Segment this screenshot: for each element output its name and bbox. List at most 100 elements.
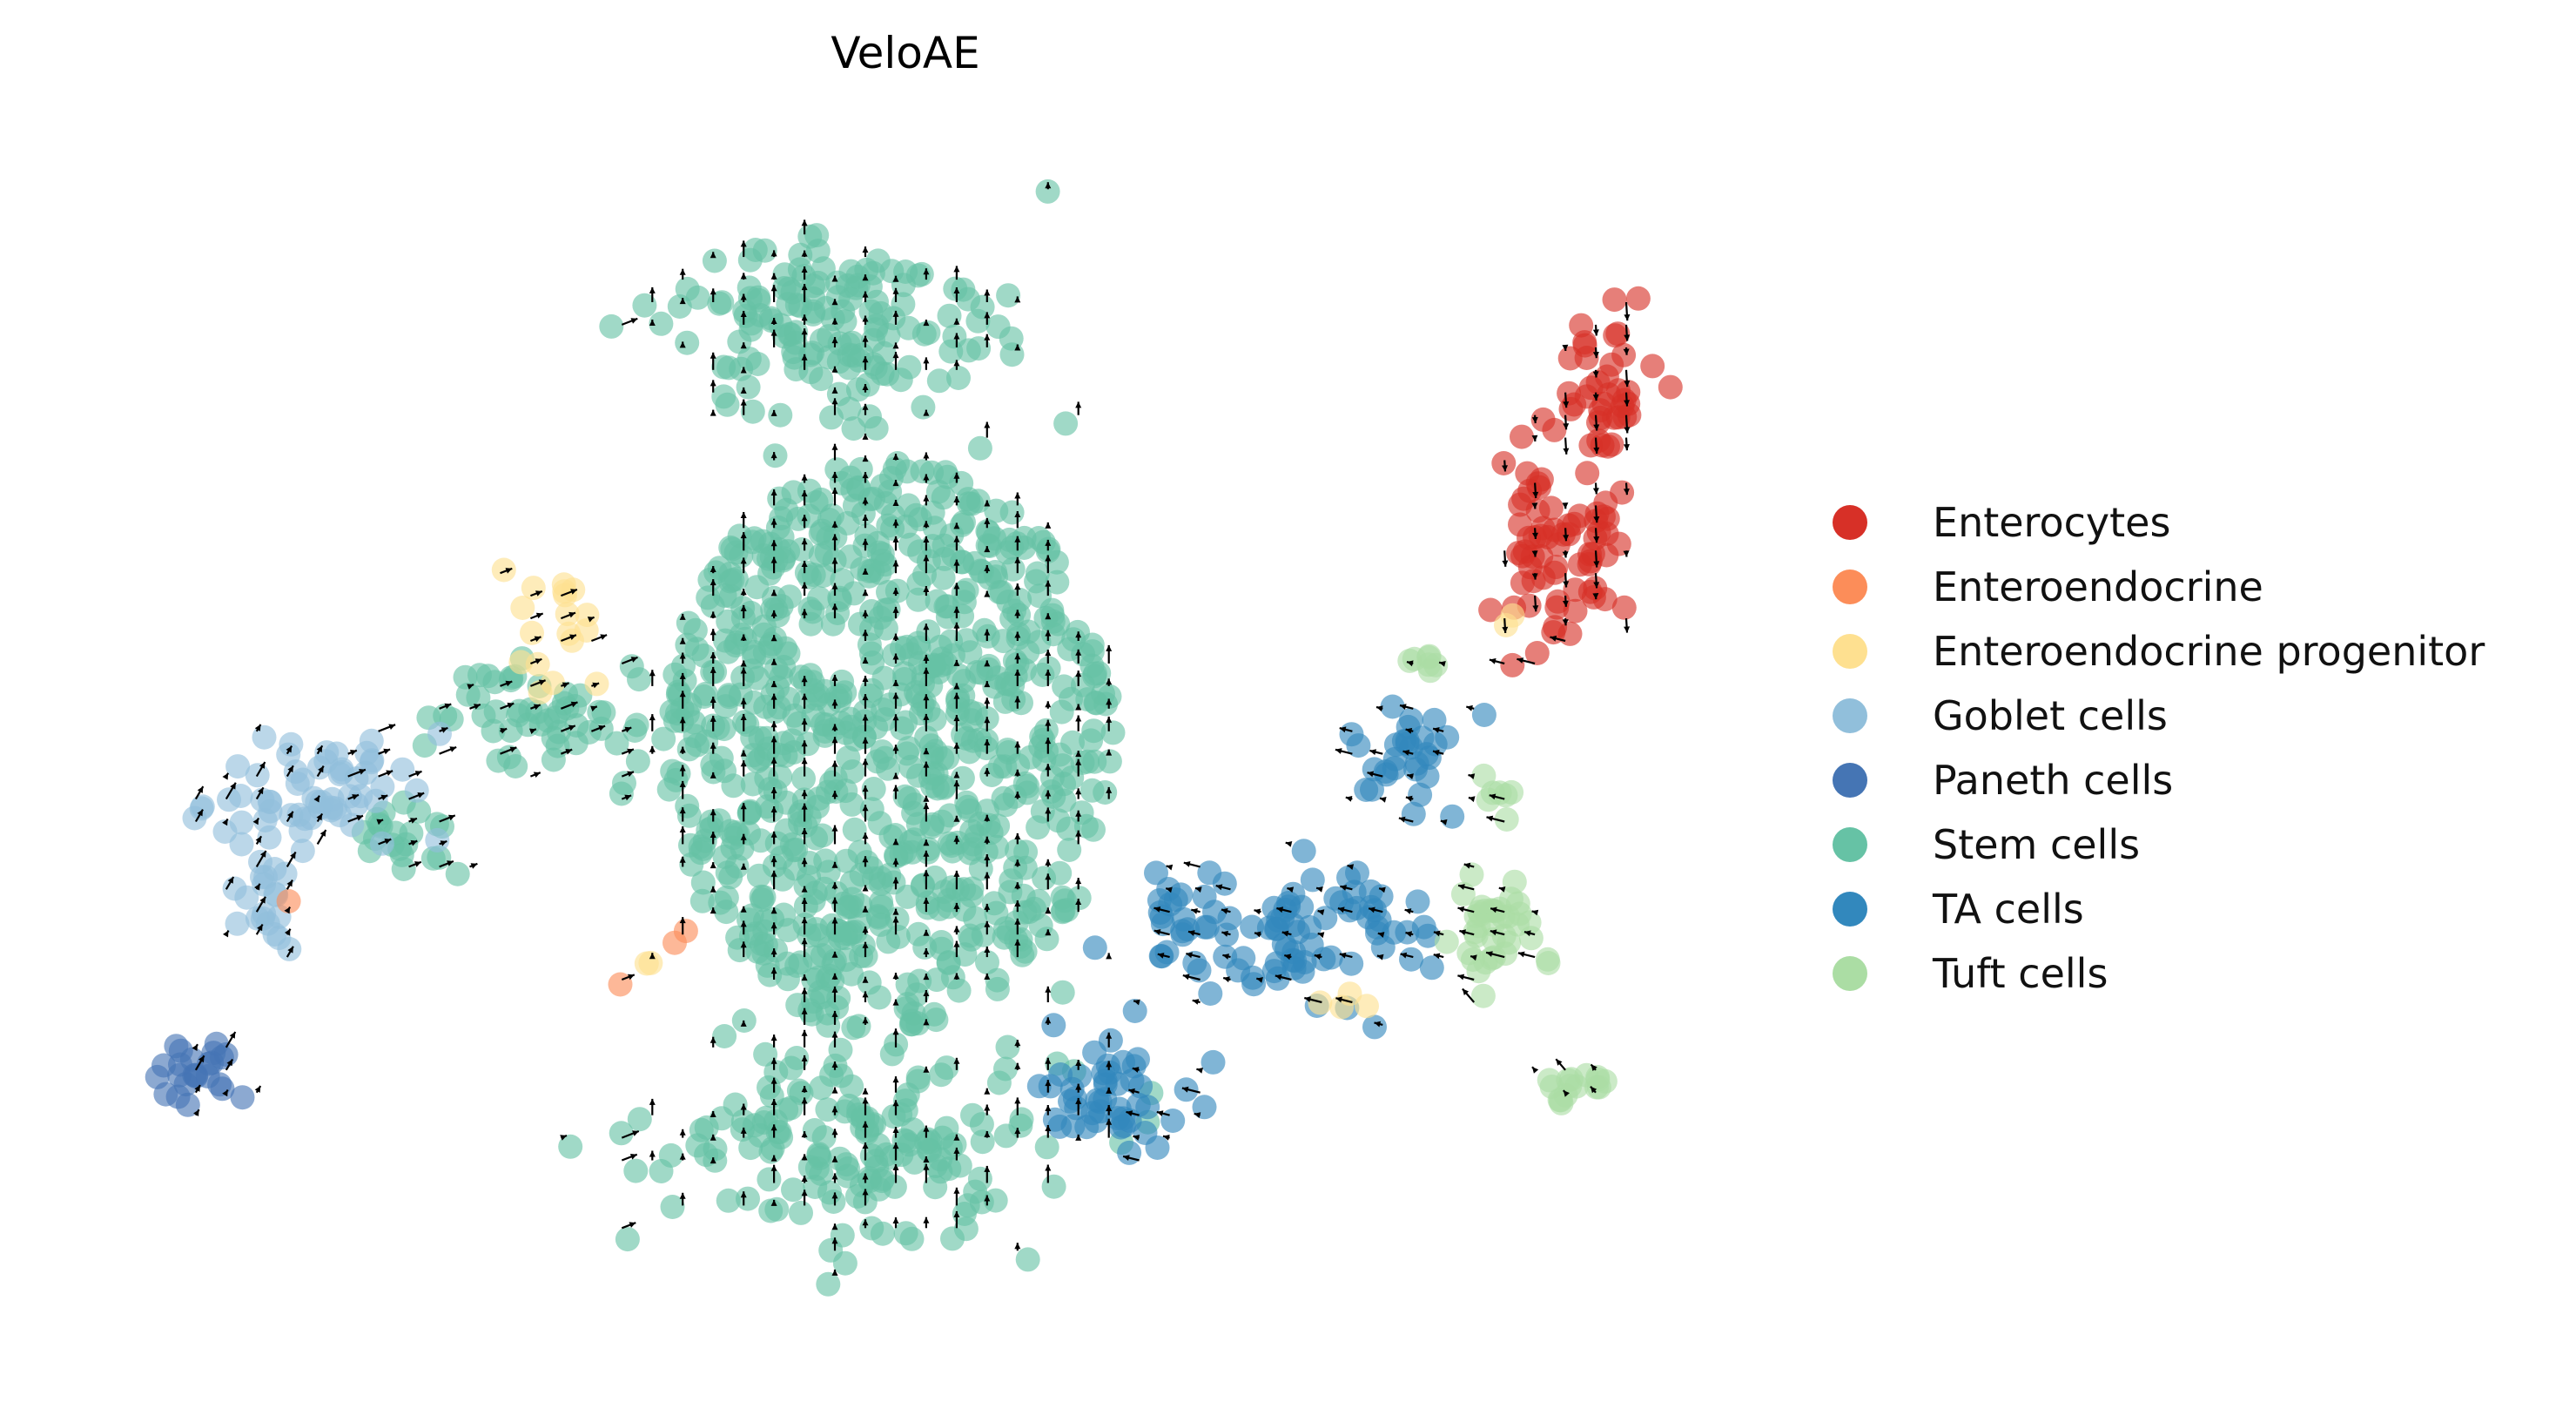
velocity-arrow [1075, 631, 1082, 641]
velocity-arrow [923, 1066, 930, 1073]
point-stem-cells [945, 696, 971, 721]
velocity-arrow [740, 1191, 747, 1206]
velocity-arrow [710, 832, 716, 845]
velocity-arrow [831, 366, 838, 373]
point-stem-cells [1008, 927, 1033, 952]
point-stem-cells [936, 894, 961, 920]
velocity-arrow [770, 1199, 777, 1206]
velocity-arrow [892, 310, 899, 325]
velocity-arrow [740, 698, 747, 709]
point-stem-cells [445, 861, 470, 886]
point-paneth-cells [168, 1038, 193, 1063]
velocity-arrow [740, 311, 747, 325]
point-tuft-cells [1481, 912, 1505, 937]
point-enterocytes [1544, 555, 1569, 580]
point-stem-cells [888, 367, 913, 393]
velocity-arrow [1593, 505, 1600, 523]
velocity-arrow [1502, 618, 1509, 633]
point-ta-cells [1403, 757, 1428, 782]
point-stem-cells [912, 934, 938, 960]
velocity-arrow [621, 748, 635, 755]
point-ta-cells [1198, 981, 1223, 1006]
velocity-arrow [1406, 660, 1414, 667]
velocity-arrow [1405, 931, 1414, 938]
velocity-arrow [831, 882, 838, 890]
point-stem-cells [896, 736, 921, 761]
point-stem-cells [784, 837, 809, 862]
velocity-arrow [892, 454, 899, 461]
velocity-arrow [1339, 726, 1353, 733]
point-goblet-cells [360, 748, 385, 773]
velocity-arrow [740, 803, 747, 822]
velocity-arrow [770, 1124, 777, 1138]
plot-area [145, 179, 1683, 1297]
velocity-arrow [222, 1088, 229, 1097]
velocity-arrow [831, 737, 838, 754]
velocity-arrow [862, 472, 869, 483]
velocity-arrow [801, 1189, 808, 1206]
velocity-arrow [1075, 1097, 1082, 1115]
velocity-arrow [892, 606, 899, 619]
velocity-arrow [1122, 1155, 1140, 1162]
point-stem-cells [1015, 1247, 1040, 1272]
point-stem-cells [876, 596, 901, 622]
velocity-arrow [801, 1097, 808, 1115]
velocity-arrow [194, 785, 205, 800]
velocity-arrow [923, 870, 930, 890]
point-stem-cells [1034, 1135, 1059, 1160]
velocity-arrow [1623, 550, 1630, 557]
point-ta-cells [1047, 1114, 1073, 1139]
velocity-arrow [770, 1099, 777, 1115]
point-stem-cells [873, 552, 898, 577]
velocity-arrow [1433, 930, 1444, 937]
velocity-arrow [1405, 727, 1414, 734]
point-stem-cells [884, 843, 908, 868]
point-stem-cells [994, 671, 1019, 697]
point-stem-cells [757, 633, 783, 658]
velocity-arrow [1531, 550, 1538, 557]
velocity-arrow [1254, 931, 1261, 938]
velocity-arrow [801, 582, 808, 596]
velocity-arrow [1562, 618, 1569, 626]
point-stem-cells [762, 585, 786, 610]
point-stem-cells [958, 640, 983, 665]
point-goblet-cells [293, 806, 318, 832]
velocity-arrow [984, 698, 991, 709]
point-stem-cells [748, 746, 773, 772]
velocity-arrow [1377, 932, 1385, 938]
velocity-arrow [408, 860, 422, 868]
velocity-arrow [408, 817, 418, 824]
velocity-arrow [1106, 644, 1113, 664]
point-stem-cells [918, 733, 944, 758]
velocity-arrow [560, 1134, 568, 1141]
velocity-arrow [831, 1129, 838, 1138]
point-stem-cells [946, 663, 972, 688]
point-stem-cells [986, 1070, 1012, 1095]
velocity-arrow [770, 250, 777, 258]
velocity-arrow [892, 1142, 899, 1161]
point-ta-cells [1117, 1140, 1142, 1165]
velocity-arrow [892, 560, 899, 574]
velocity-arrow [649, 745, 656, 754]
velocity-arrow [378, 748, 391, 755]
velocity-arrow [254, 724, 262, 732]
point-stem-cells [790, 537, 815, 562]
velocity-arrow [529, 612, 544, 620]
velocity-arrow [1014, 536, 1021, 551]
point-stem-cells [765, 516, 790, 540]
velocity-arrow [710, 611, 716, 619]
point-ta-cells [1133, 1121, 1158, 1145]
velocity-arrow [679, 780, 686, 799]
velocity-arrow [286, 946, 294, 958]
velocity-arrow [1433, 953, 1444, 960]
velocity-arrow [1045, 630, 1052, 641]
velocity-arrow [378, 770, 393, 778]
velocity-arrow [1562, 502, 1569, 509]
velocity-arrow [831, 318, 838, 325]
velocity-arrow [710, 862, 716, 869]
velocity-arrow [1045, 613, 1052, 620]
point-stem-cells [753, 1041, 778, 1067]
point-stem-cells [676, 737, 702, 762]
point-stem-cells [1079, 639, 1105, 664]
velocity-arrow [831, 557, 838, 574]
